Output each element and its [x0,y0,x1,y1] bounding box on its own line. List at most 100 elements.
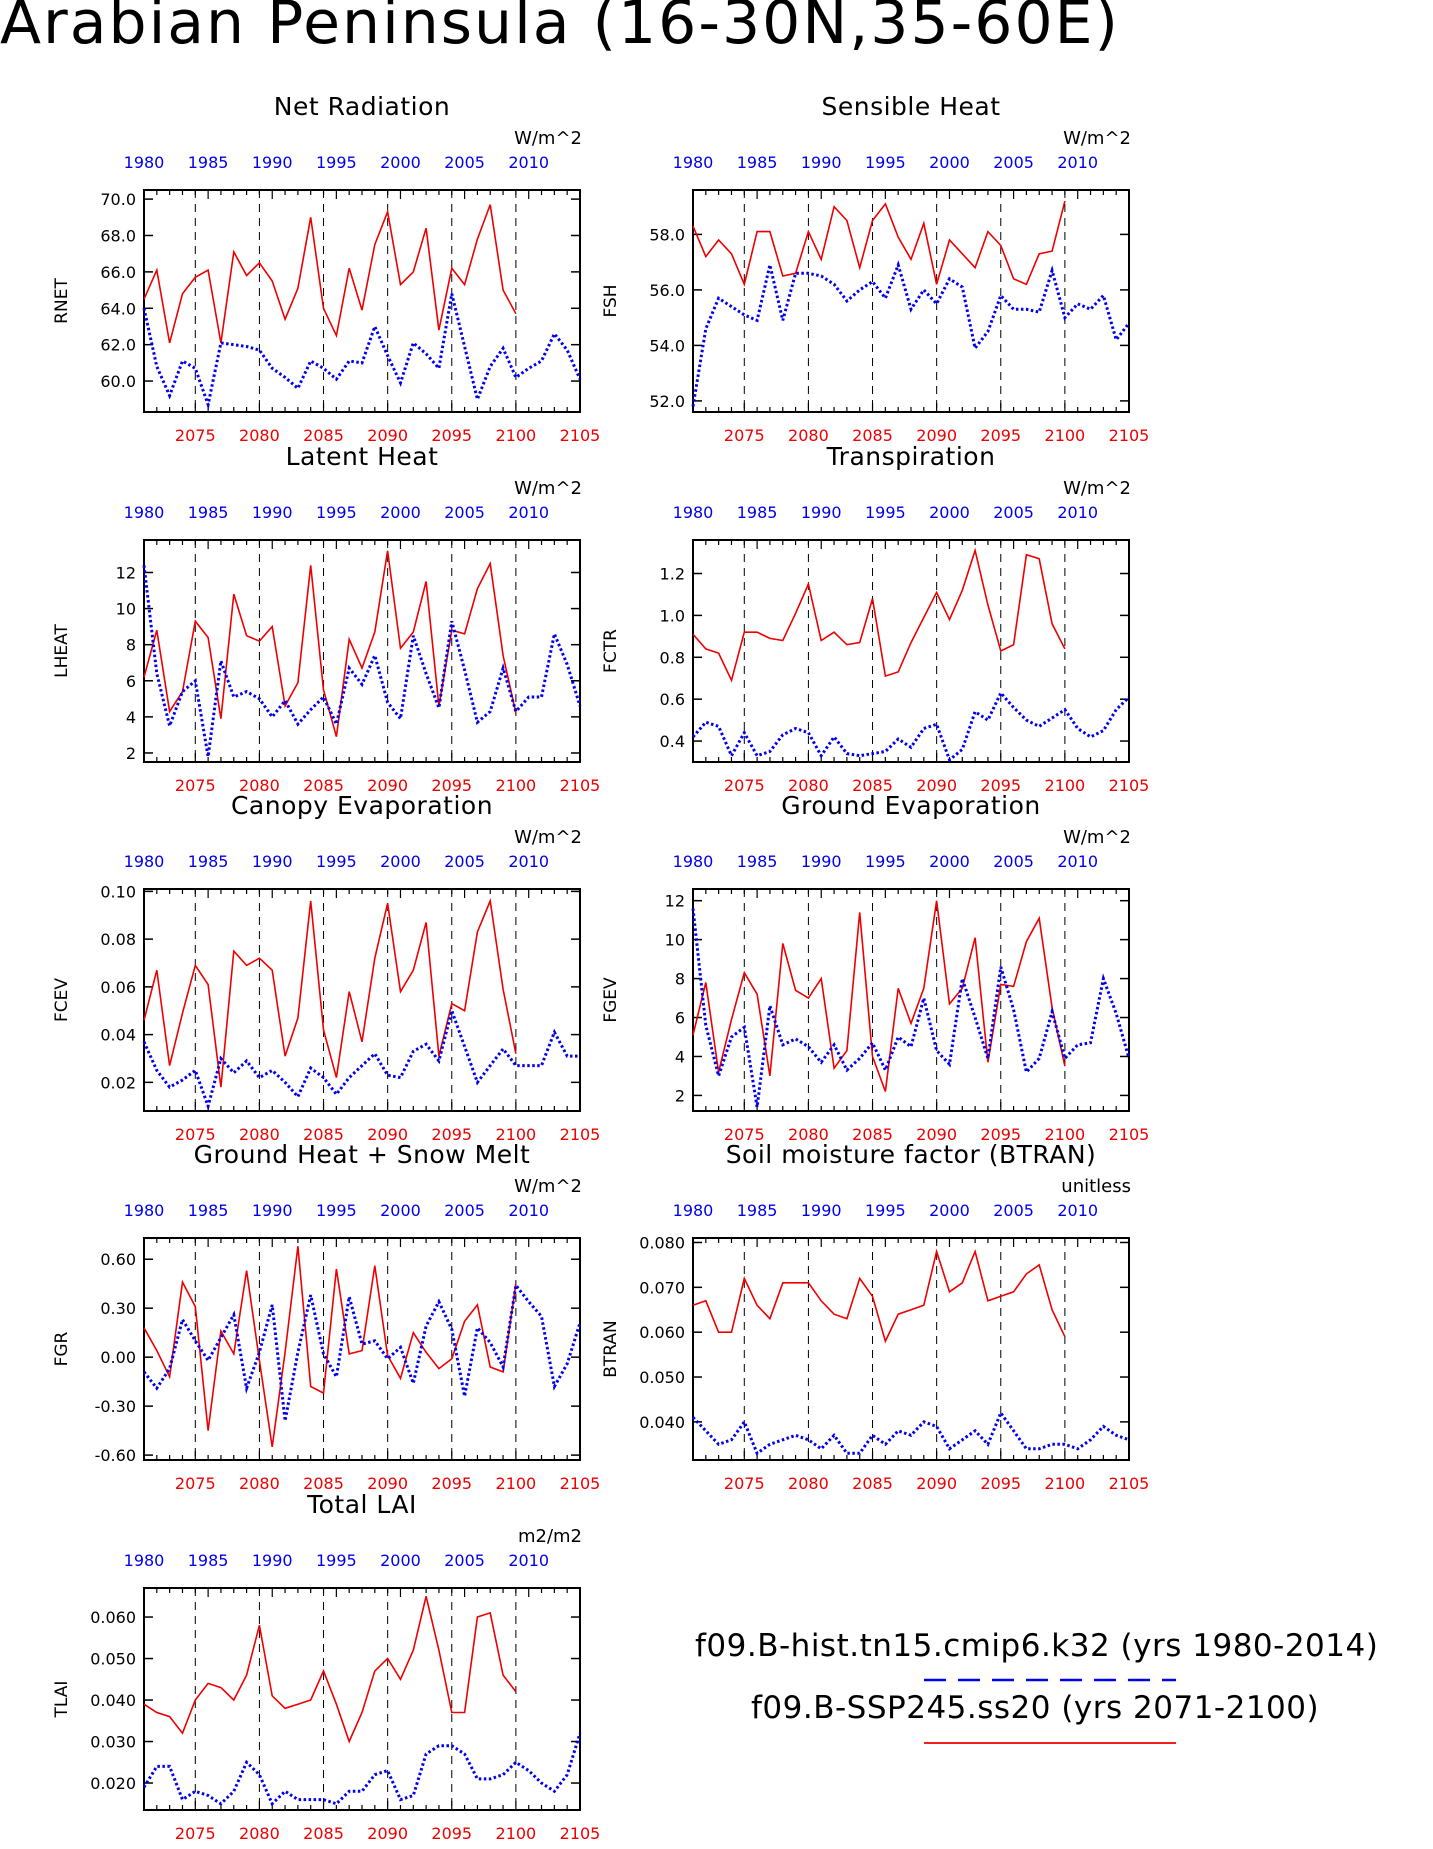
x-top-tick-label: 1985 [737,503,778,522]
x-bottom-tick-label: 2095 [980,426,1021,445]
x-top-tick-label: 1985 [737,1201,778,1220]
y-axis-label: FCEV [52,978,72,1022]
x-bottom-tick-label: 2080 [788,776,829,795]
x-top-tick-label: 2010 [1057,503,1098,522]
series-line-ssp [143,897,517,1088]
x-bottom-tick-label: 2085 [303,426,344,445]
chart-title: Latent Heat [286,442,439,471]
chart-panel-fsh: Sensible Heat W/m^2 FSH 52.0 54.0 56.0 58.0 207… [601,92,1149,445]
y-axis-label: LHEAT [52,624,72,678]
y-tick-label: 52.0 [649,392,685,411]
y-tick-label: 0.040 [90,1691,136,1710]
y-axis-label: FCTR [601,629,621,673]
x-bottom-tick-label: 2095 [980,776,1021,795]
x-top-tick-label: 2005 [444,153,485,172]
x-top-tick-label: 2010 [508,1551,549,1570]
y-tick-label: 8 [675,970,685,989]
x-top-tick-label: 1980 [124,852,165,871]
series-line-ssp [692,547,1066,683]
y-tick-label: 0.30 [100,1299,136,1318]
y-tick-label: 0.00 [100,1348,136,1367]
x-top-tick-label: 1980 [124,503,165,522]
x-top-tick-label: 2005 [444,852,485,871]
y-tick-label: 4 [126,708,136,727]
x-top-tick-label: 1985 [188,852,229,871]
plot-frame [692,189,1130,413]
x-bottom-tick-label: 2075 [175,1474,216,1493]
x-bottom-tick-label: 2080 [239,1474,280,1493]
y-tick-label: 12 [665,892,685,911]
y-tick-label: 4 [675,1047,685,1066]
y-tick-label: 0.060 [639,1323,685,1342]
x-bottom-tick-label: 2075 [724,1474,765,1493]
series-line-ssp [143,1246,517,1448]
x-top-tick-label: 2005 [444,503,485,522]
y-tick-label: 12 [116,563,136,582]
x-bottom-tick-label: 2100 [496,426,537,445]
x-bottom-tick-label: 2090 [916,776,957,795]
series-line-hist [142,293,582,411]
y-tick-label: 0.04 [100,1026,136,1045]
x-bottom-tick-label: 2095 [431,1474,472,1493]
chart-title: Canopy Evaporation [231,791,493,820]
legend-ssp-label: f09.B-SSP245.ss20 (yrs 2071-2100) [751,1690,1320,1726]
y-tick-label: 0.6 [660,690,685,709]
y-tick-label: 0.60 [100,1250,136,1269]
y-tick-label: -0.60 [95,1446,136,1465]
x-top-tick-label: 2000 [929,852,970,871]
y-tick-label: 0.040 [639,1413,685,1432]
legend-hist-label: f09.B-hist.tn15.cmip6.k32 (yrs 1980-2014… [695,1628,1379,1664]
x-bottom-tick-label: 2095 [431,1824,472,1843]
y-axis-label: BTRAN [601,1320,621,1378]
x-bottom-tick-label: 2080 [788,426,829,445]
series-line-hist [142,1281,582,1422]
y-tick-label: 0.10 [100,882,136,901]
chart-title: Soil moisture factor (BTRAN) [726,1140,1097,1169]
x-top-tick-label: 2010 [508,852,549,871]
x-bottom-tick-label: 2075 [724,776,765,795]
y-tick-label: 6 [675,1009,685,1028]
y-axis-label: TLAI [52,1681,72,1719]
x-bottom-tick-label: 2105 [560,426,601,445]
y-tick-label: 0.070 [639,1278,685,1297]
series-line-hist [691,908,1131,1108]
x-top-tick-label: 1995 [316,1201,357,1220]
page-title: Arabian Peninsula (16-30N,35-60E) [0,0,1120,58]
x-top-tick-label: 2010 [1057,153,1098,172]
x-top-tick-label: 1980 [124,1201,165,1220]
x-bottom-tick-label: 2090 [367,776,408,795]
x-bottom-tick-label: 2105 [560,1474,601,1493]
units-label: W/m^2 [1063,128,1131,149]
chart-title: Ground Evaporation [781,791,1040,820]
x-bottom-tick-label: 2085 [303,1824,344,1843]
x-top-tick-label: 1985 [188,153,229,172]
x-top-tick-label: 2000 [929,503,970,522]
x-top-tick-label: 2010 [1057,1201,1098,1220]
x-top-tick-label: 1985 [737,153,778,172]
x-top-tick-label: 1985 [188,1551,229,1570]
x-top-tick-label: 2000 [929,1201,970,1220]
plot-frame [143,189,581,413]
y-tick-label: 10 [665,931,685,950]
x-top-tick-label: 1995 [316,153,357,172]
x-top-tick-label: 1990 [252,503,293,522]
y-tick-label: 68.0 [100,226,136,245]
x-bottom-tick-label: 2075 [175,776,216,795]
units-label: W/m^2 [514,128,582,149]
plot-frame [692,1237,1130,1461]
x-bottom-tick-label: 2085 [852,426,893,445]
y-tick-label: 0.8 [660,648,685,667]
x-top-tick-label: 1990 [801,1201,842,1220]
x-bottom-tick-label: 2090 [367,426,408,445]
x-top-tick-label: 1990 [252,1551,293,1570]
x-bottom-tick-label: 2105 [1109,1474,1150,1493]
x-bottom-tick-label: 2090 [367,1824,408,1843]
series-line-ssp [692,200,1066,287]
x-bottom-tick-label: 2100 [496,1474,537,1493]
x-bottom-tick-label: 2100 [496,776,537,795]
chart-title: Transpiration [826,442,996,471]
x-top-tick-label: 1990 [252,1201,293,1220]
x-bottom-tick-label: 2085 [852,776,893,795]
x-top-tick-label: 1995 [316,503,357,522]
x-top-tick-label: 1980 [673,852,714,871]
